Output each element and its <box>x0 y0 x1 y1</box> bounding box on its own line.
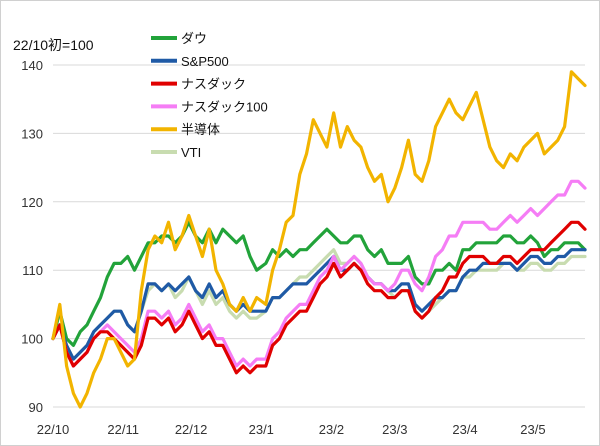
series-line-3 <box>51 179 587 368</box>
y-tick-label: 90 <box>29 400 43 415</box>
x-tick-label: 23/3 <box>382 422 407 437</box>
y-tick-label: 110 <box>22 263 43 278</box>
series-line-0 <box>51 220 587 347</box>
y-tick-label: 130 <box>21 126 43 141</box>
legend-label: 半導体 <box>181 122 220 137</box>
x-tick-label: 23/2 <box>319 422 344 437</box>
y-tick-label: 100 <box>21 332 43 347</box>
series-line-2 <box>51 220 587 375</box>
x-tick-label: 23/4 <box>452 422 477 437</box>
x-tick-label: 22/10 <box>37 422 70 437</box>
x-axis-tick-labels: 22/10 22/11 22/12 23/1 23/2 23/3 23/4 23/5 <box>37 422 546 437</box>
series-line-4 <box>51 70 587 409</box>
x-tick-label: 22/11 <box>107 422 139 437</box>
legend-label: S&P500 <box>181 54 229 69</box>
legend-label: ダウ <box>181 31 207 46</box>
x-tick-label: 22/12 <box>175 422 208 437</box>
y-tick-label: 140 <box>21 58 43 73</box>
y-tick-label: 120 <box>21 195 43 210</box>
legend-label: VTI <box>181 145 201 160</box>
legend-label: ナスダック <box>181 77 246 92</box>
series-lines <box>51 70 587 409</box>
x-tick-label: 23/1 <box>249 422 274 437</box>
y-axis-tick-labels: 90 100 110 120 130 140 <box>21 58 43 415</box>
legend-label: ナスダック100 <box>181 99 268 114</box>
unit-note: 22/10初=100 <box>13 37 94 53</box>
x-tick-label: 23/5 <box>520 422 545 437</box>
